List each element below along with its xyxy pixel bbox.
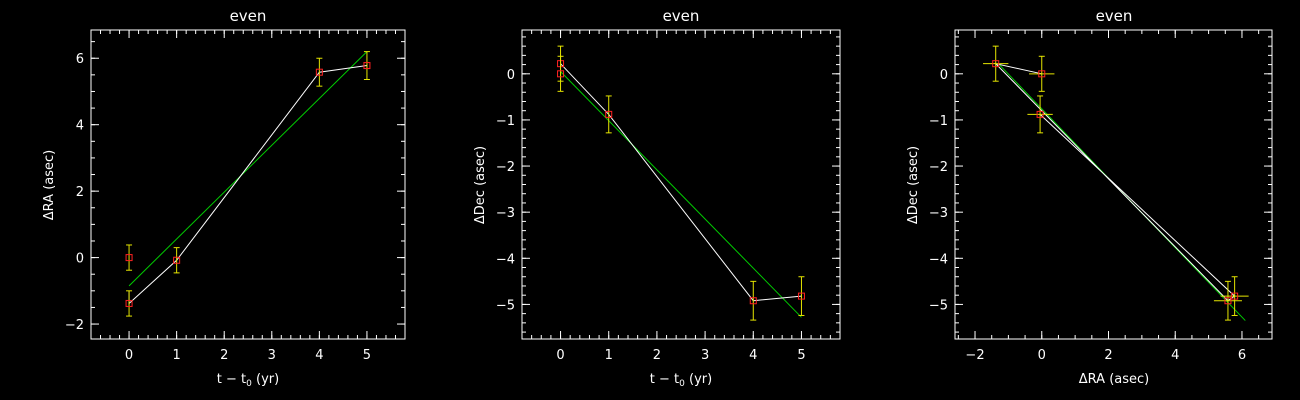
x-tick-label: 4 [315,348,323,363]
y-axis-label: ΔRA (asec) [42,150,57,220]
x-tick-label: 0 [556,348,564,363]
y-tick-label: −3 [496,206,515,221]
panel-title: even [1096,7,1133,25]
x-tick-label: 1 [605,348,613,363]
axes-frame [90,29,406,340]
x-tick-label: 0 [1038,348,1046,363]
data-point [363,62,371,70]
y-tick-label: 0 [507,68,515,83]
panel-title: even [230,7,267,25]
x-tick-label: 4 [749,348,757,363]
data-point [125,299,133,307]
x-axis-label: t − t0 (yr) [650,372,712,389]
x-tick-label: 2 [1104,348,1112,363]
y-axis-label: ΔDec (asec) [906,146,921,224]
y-tick-label: 2 [76,185,84,200]
x-tick-label: 0 [125,348,133,363]
plot-area: 0 1 2 3 4 5 −2 0 2 4 6 [65,29,406,363]
y-tick-label: 4 [76,119,84,134]
data-point [605,110,613,118]
panel-ra-vs-time: even t − t0 (yr) ΔRA (asec) 0 1 2 3 4 5 −2 0 2 4 6 [42,7,406,389]
data-point [1038,70,1046,78]
x-tick-label: 4 [1171,348,1179,363]
data-point [315,68,323,76]
fit-line [560,71,802,318]
data-point [749,297,757,305]
y-tick-label: −5 [496,298,515,313]
panel-dec-vs-ra: even ΔRA (asec) ΔDec (asec) −2 0 2 4 6 −5 −4 −3… [906,7,1273,387]
y-tick-label: −1 [929,114,948,129]
data-point [173,256,181,264]
panel-title: even [663,7,700,25]
connect-line [560,63,802,302]
data-point [1231,292,1239,300]
y-tick-label: −4 [929,252,948,267]
x-tick-label: 6 [1238,348,1246,363]
y-tick-label: −5 [929,298,948,313]
y-tick-label: −2 [65,318,84,333]
x-tick-label: −2 [965,348,984,363]
x-tick-label: 3 [268,348,276,363]
data-point [797,292,805,300]
data-point [1036,110,1044,118]
y-tick-label: 0 [940,68,948,83]
x-tick-label: 5 [363,348,371,363]
y-tick-label: −2 [496,160,515,175]
x-tick-label: 3 [701,348,709,363]
x-tick-label: 1 [172,348,180,363]
x-tick-label: 5 [797,348,805,363]
plot-area: 0 1 2 3 4 5 −5 −4 −3 −2 −1 0 [496,29,841,363]
y-axis-label: ΔDec (asec) [473,146,488,224]
panel-dec-vs-time: even t − t0 (yr) ΔDec (asec) 0 1 2 3 4 5 −5 −4 −… [473,7,841,389]
y-tick-label: −4 [496,252,515,267]
x-axis-label: ΔRA (asec) [1079,372,1149,387]
y-tick-label: −1 [496,114,515,129]
y-tick-label: −3 [929,206,948,221]
data-point [557,70,565,78]
y-tick-label: 6 [76,52,84,67]
data-point [1224,297,1232,305]
x-tick-label: 2 [653,348,661,363]
data-point [992,60,1000,68]
x-axis-label: t − t0 (yr) [217,372,279,389]
plot-area: −2 0 2 4 6 −5 −4 −3 −2 −1 0 [929,29,1273,363]
x-tick-label: 2 [220,348,228,363]
y-tick-label: −2 [929,160,948,175]
y-tick-label: 0 [76,252,84,267]
fit-line [128,51,368,287]
data-point [125,254,133,262]
